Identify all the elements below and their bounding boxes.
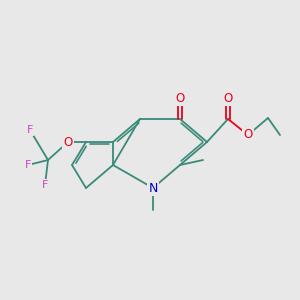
Text: F: F <box>42 180 48 190</box>
Text: O: O <box>176 92 184 106</box>
Text: F: F <box>27 125 33 135</box>
Text: F: F <box>25 160 31 170</box>
Text: O: O <box>243 128 253 142</box>
Text: O: O <box>224 92 232 106</box>
Text: O: O <box>63 136 73 148</box>
Text: N: N <box>148 182 158 194</box>
